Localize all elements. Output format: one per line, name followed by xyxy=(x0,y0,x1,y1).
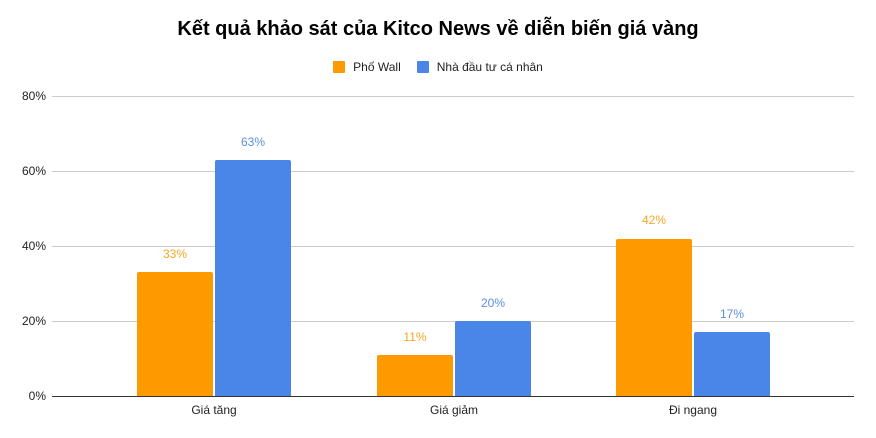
bar-nha-dau-tu-di-ngang[interactable] xyxy=(694,332,770,396)
bar-nha-dau-tu-gia-giam[interactable] xyxy=(455,321,531,396)
y-tick-label: 40% xyxy=(21,239,46,253)
legend-label: Nhà đầu tư cá nhân xyxy=(436,60,543,74)
value-label: 42% xyxy=(641,213,667,227)
chart-title: Kết quả khảo sát của Kitco News về diễn … xyxy=(177,18,699,40)
value-label: 33% xyxy=(162,247,188,261)
legend-item-pho-wall[interactable]: Phố Wall xyxy=(333,60,401,74)
legend-swatch-blue xyxy=(416,61,429,73)
bar-pho-wall-gia-tang[interactable] xyxy=(137,272,213,396)
y-tick-label: 0% xyxy=(28,389,46,403)
gridline-40 xyxy=(52,246,854,247)
legend-label: Phố Wall xyxy=(353,60,401,74)
x-tick-label: Giá giảm xyxy=(429,403,479,417)
value-label: 20% xyxy=(480,296,506,310)
bar-pho-wall-di-ngang[interactable] xyxy=(616,239,692,396)
bar-nha-dau-tu-gia-tang[interactable] xyxy=(215,160,291,396)
x-tick-label: Giá tăng xyxy=(191,403,237,417)
gridline-60 xyxy=(52,171,854,172)
x-tick-label: Đi ngang xyxy=(668,403,718,417)
legend: Phố Wall Nhà đầu tư cá nhân xyxy=(0,60,876,74)
legend-item-nha-dau-tu[interactable]: Nhà đầu tư cá nhân xyxy=(416,60,543,74)
legend-swatch-orange xyxy=(333,61,346,73)
bar-pho-wall-gia-giam[interactable] xyxy=(377,355,453,396)
value-label: 11% xyxy=(403,330,427,344)
value-label: 17% xyxy=(719,307,745,321)
gridline-20 xyxy=(52,321,854,322)
y-tick-label: 80% xyxy=(21,89,46,103)
value-label: 63% xyxy=(240,135,266,149)
y-tick-label: 60% xyxy=(21,164,46,178)
x-axis-baseline xyxy=(52,396,854,397)
y-tick-label: 20% xyxy=(21,314,46,328)
gridline-80 xyxy=(52,96,854,97)
